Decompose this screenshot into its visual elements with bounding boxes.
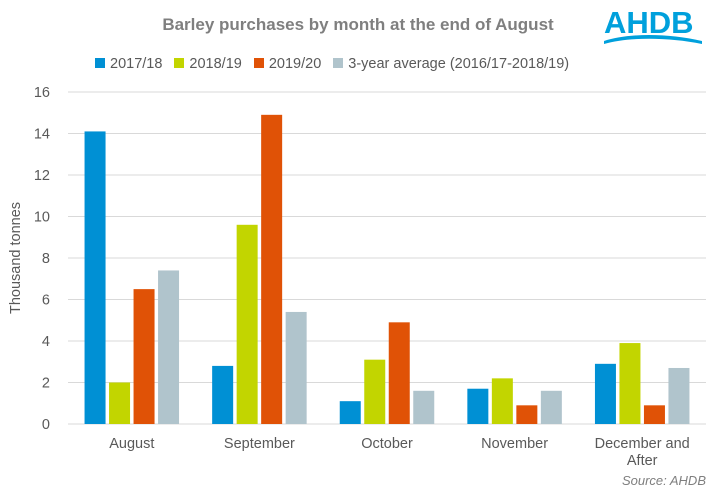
x-tick-label: November [481, 436, 548, 452]
legend-swatch [174, 58, 185, 68]
x-tick-label: After [627, 453, 658, 469]
bar [540, 390, 562, 424]
y-tick-label: 12 [34, 168, 50, 184]
y-tick-label: 4 [42, 334, 50, 350]
bar [339, 401, 361, 424]
bar [158, 270, 180, 424]
source-note: Source: AHDB [621, 473, 706, 488]
bar [413, 390, 435, 424]
bar [643, 405, 665, 424]
chart-title: Barley purchases by month at the end of … [162, 15, 554, 34]
y-axis-title: Thousand tonnes [8, 202, 24, 314]
bar [516, 405, 538, 424]
ahdb-logo: AHDB [604, 5, 702, 44]
bar [261, 114, 283, 424]
x-tick-label: October [361, 436, 413, 452]
x-tick-label: September [224, 436, 295, 452]
legend: 2017/18 2018/19 2019/20 3-year average (201… [95, 56, 581, 74]
bar [109, 382, 131, 424]
bar [467, 388, 489, 424]
y-tick-label: 16 [34, 85, 50, 101]
y-tick-label: 0 [42, 417, 50, 433]
legend-item: 2019/20 [253, 56, 322, 72]
bar [388, 322, 410, 424]
legend-swatch [95, 58, 105, 68]
y-tick-label: 10 [34, 210, 50, 226]
legend-item: 3-year average (2016/17-2018/19) [333, 56, 569, 72]
bar [212, 365, 234, 424]
legend-item: 2017/18 [95, 56, 162, 72]
bar [364, 359, 386, 424]
y-tick-label: 14 [34, 127, 50, 143]
bar [84, 131, 106, 425]
y-tick-label: 6 [42, 293, 50, 309]
bar [285, 311, 307, 424]
legend-label: 2019/20 [268, 56, 322, 72]
bar [668, 367, 690, 424]
legend-swatch [253, 58, 264, 68]
bar [133, 289, 155, 424]
legend-swatch [333, 58, 344, 68]
bar [491, 378, 513, 424]
svg-text:AHDB: AHDB [604, 5, 694, 40]
x-tick-label: August [109, 436, 154, 452]
legend-label: 2018/19 [189, 56, 242, 72]
bar [594, 363, 616, 424]
y-tick-label: 2 [42, 376, 50, 392]
legend-item: 2018/19 [174, 56, 242, 72]
legend-label: 2017/18 [110, 56, 163, 72]
bar [236, 224, 258, 424]
bar [619, 343, 641, 424]
y-tick-label: 8 [42, 251, 50, 267]
x-tick-label: December and [595, 436, 690, 452]
legend-label: 3-year average (2016/17-2018/19) [348, 56, 570, 72]
